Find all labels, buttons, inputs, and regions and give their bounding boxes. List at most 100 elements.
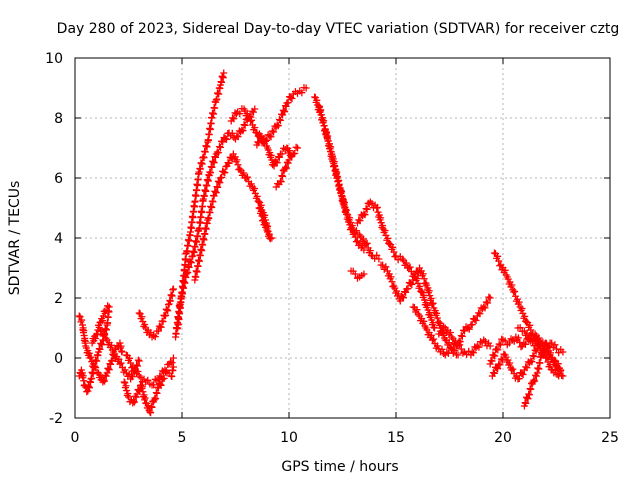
data-point-marker	[115, 355, 123, 363]
data-point-marker	[105, 303, 113, 311]
data-point-marker	[490, 369, 498, 377]
data-point-marker	[291, 149, 299, 157]
data-point-marker	[217, 143, 225, 151]
data-point-marker	[351, 270, 359, 278]
data-point-marker	[480, 303, 488, 311]
x-axis-label: GPS time / hours	[281, 459, 398, 475]
data-point-marker	[496, 361, 504, 369]
data-point-marker	[218, 173, 226, 181]
data-point-marker	[182, 256, 190, 264]
data-point-marker	[282, 163, 290, 171]
data-point-marker	[169, 285, 177, 293]
data-point-marker	[117, 359, 125, 367]
data-point-marker	[402, 259, 410, 267]
data-point-marker	[287, 94, 295, 102]
data-point-marker	[221, 134, 229, 142]
data-point-marker	[104, 319, 112, 327]
data-point-marker	[379, 261, 387, 269]
data-point-marker	[156, 372, 164, 380]
data-point-marker	[100, 307, 108, 315]
data-point-marker	[402, 288, 410, 296]
data-point-marker	[505, 339, 513, 347]
data-point-marker	[157, 373, 165, 381]
data-point-marker	[86, 354, 94, 362]
data-point-marker	[454, 351, 462, 359]
data-point-marker	[187, 259, 195, 267]
data-point-marker	[102, 372, 110, 380]
data-point-marker	[495, 257, 503, 265]
data-point-marker	[229, 114, 237, 122]
data-point-marker	[168, 372, 176, 380]
data-point-marker	[294, 144, 302, 152]
data-point-marker	[205, 131, 213, 139]
data-point-marker	[362, 205, 370, 213]
data-point-marker	[167, 358, 175, 366]
data-point-marker	[398, 293, 406, 301]
data-point-marker	[284, 159, 292, 167]
data-point-marker	[185, 237, 193, 245]
data-point-marker	[198, 247, 206, 255]
data-point-marker	[375, 255, 383, 263]
data-point-marker	[247, 180, 255, 188]
data-point-marker	[159, 318, 167, 326]
data-point-marker	[262, 221, 270, 229]
data-point-marker	[420, 291, 428, 299]
data-point-marker	[240, 121, 248, 129]
data-point-marker	[213, 95, 221, 103]
data-point-marker	[201, 148, 209, 156]
data-point-marker	[550, 356, 558, 364]
data-point-marker	[532, 372, 540, 380]
data-point-marker	[191, 243, 199, 251]
data-point-marker	[166, 297, 174, 305]
data-point-marker	[527, 326, 535, 334]
data-point-marker	[359, 242, 367, 249]
data-point-marker	[168, 359, 176, 367]
data-point-marker	[243, 173, 251, 181]
data-point-marker	[508, 281, 516, 289]
data-point-marker	[435, 318, 443, 326]
data-point-marker	[208, 203, 216, 211]
data-point-marker	[220, 69, 228, 77]
plot-frame	[74, 57, 611, 419]
data-point-marker	[366, 247, 374, 255]
data-point-marker	[519, 371, 527, 378]
data-point-marker	[545, 347, 553, 355]
data-point-marker	[105, 366, 113, 374]
data-point-marker	[469, 349, 477, 357]
data-point-marker	[361, 211, 369, 219]
data-point-marker	[147, 409, 155, 417]
data-point-marker	[495, 360, 503, 368]
data-point-marker	[208, 163, 216, 171]
data-point-marker	[521, 312, 529, 320]
data-point-marker	[496, 341, 504, 349]
data-point-marker	[196, 252, 204, 260]
data-point-marker	[127, 359, 135, 367]
data-point-marker	[489, 369, 497, 377]
data-point-marker	[210, 110, 218, 118]
data-point-marker	[180, 284, 188, 292]
data-point-marker	[236, 110, 244, 118]
y-tick-label: 0	[54, 351, 63, 367]
data-point-marker	[273, 159, 281, 167]
data-point-marker	[128, 364, 136, 372]
data-point-marker	[405, 264, 413, 272]
data-point-marker	[267, 151, 275, 159]
data-point-marker	[270, 162, 278, 170]
data-point-marker	[493, 364, 501, 372]
data-point-marker	[448, 345, 456, 353]
data-point-marker	[209, 198, 217, 206]
y-tick-label: 8	[54, 111, 63, 127]
data-point-marker	[199, 241, 207, 249]
data-point-marker	[388, 278, 396, 286]
data-point-marker	[285, 156, 293, 164]
data-point-marker	[522, 363, 530, 371]
data-point-marker	[501, 337, 509, 345]
y-axis-label: SDTVAR / TECUs	[7, 181, 23, 296]
data-point-marker	[458, 332, 466, 340]
data-point-marker	[187, 258, 195, 266]
data-point-marker	[399, 294, 407, 302]
data-point-marker	[196, 165, 204, 173]
data-point-marker	[528, 358, 536, 366]
data-point-marker	[190, 248, 198, 256]
data-point-marker	[108, 356, 116, 364]
